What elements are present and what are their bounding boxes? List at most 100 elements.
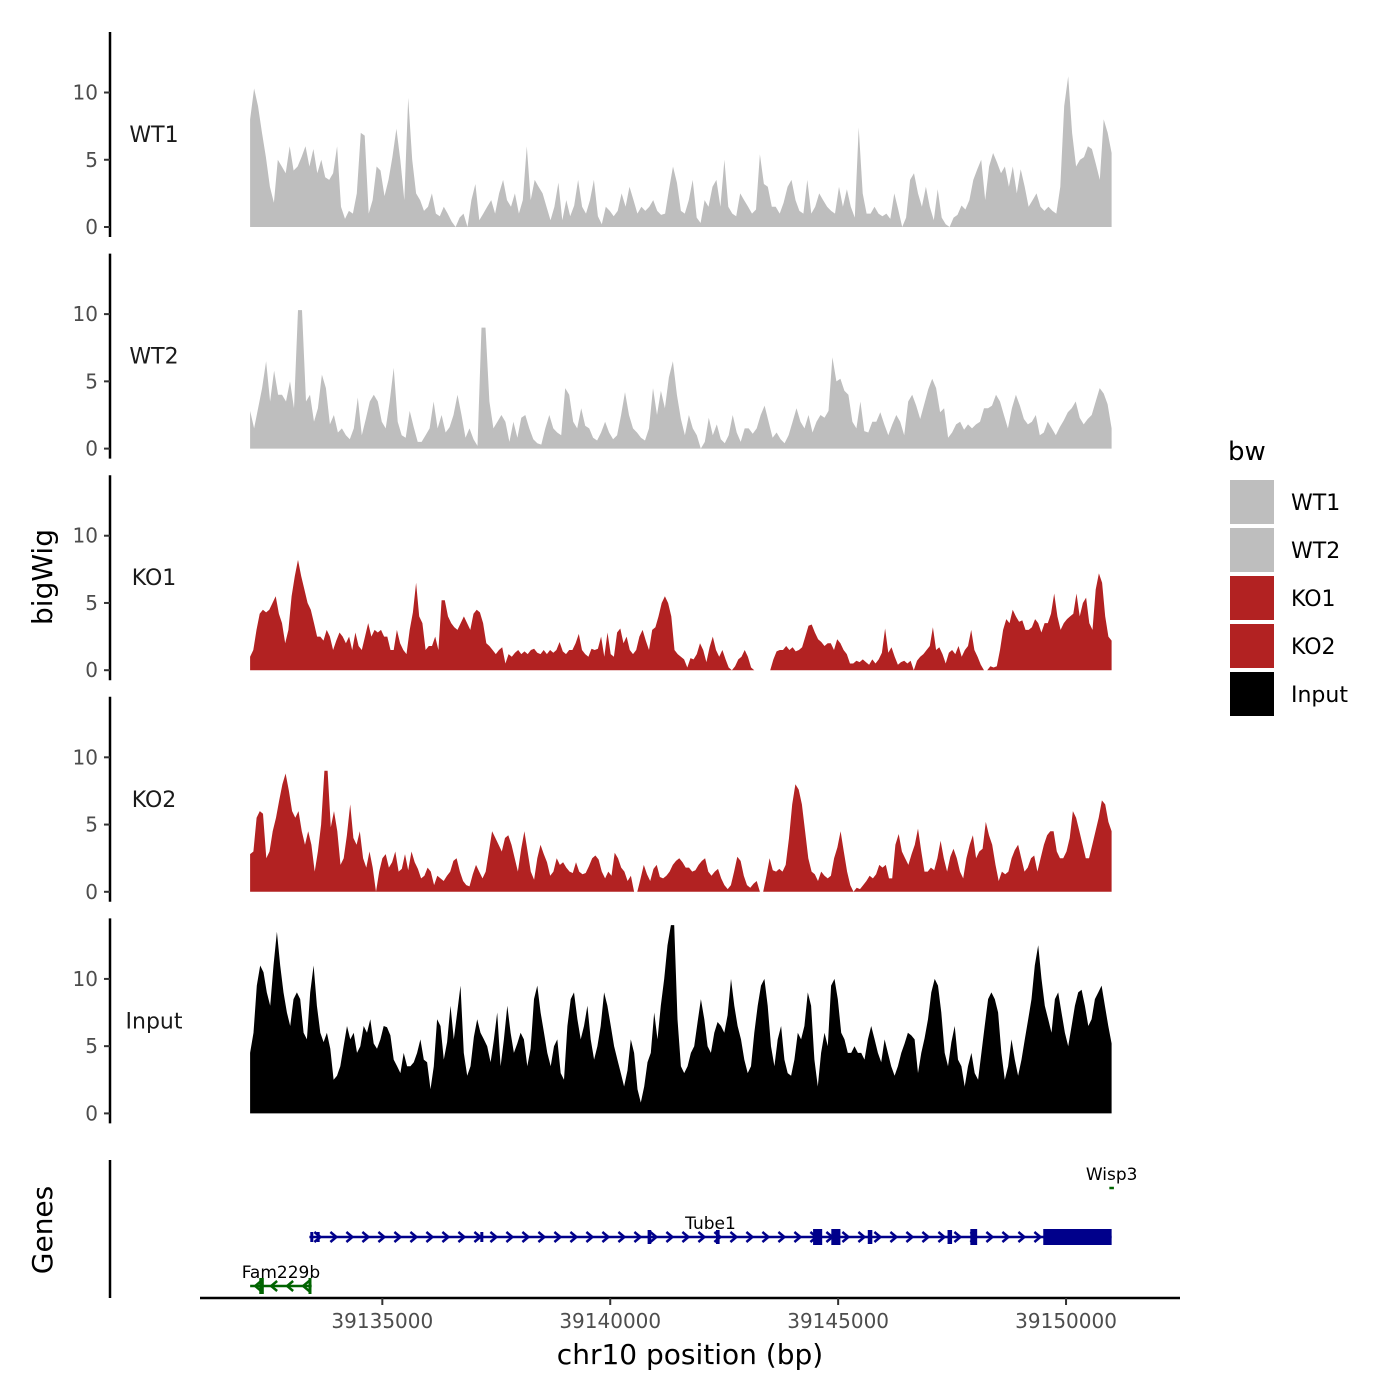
legend-label-wt2: WT2 — [1291, 539, 1340, 564]
legend-label-wt1: WT1 — [1291, 491, 1340, 516]
strand-arrow — [665, 1231, 675, 1243]
y-tick-label: 10 — [73, 967, 98, 991]
exon-block — [831, 1229, 841, 1245]
strand-arrow — [937, 1231, 947, 1243]
strand-arrow — [441, 1231, 451, 1243]
y-tick-label: 5 — [85, 591, 98, 615]
strand-arrow — [1017, 1231, 1027, 1243]
strand-arrow — [377, 1231, 387, 1243]
gene-fam229b: Fam229b — [242, 1263, 320, 1294]
strand-arrow — [889, 1231, 899, 1243]
track-ko2: 0 5 10 KO2 — [73, 696, 1112, 904]
strand-arrow — [985, 1231, 995, 1243]
strand-arrow — [633, 1231, 643, 1243]
legend-swatch-input — [1230, 672, 1274, 716]
strand-arrow — [1001, 1231, 1011, 1243]
track-label: KO2 — [132, 788, 177, 813]
legend-label-ko2: KO2 — [1291, 635, 1336, 660]
exon-block — [310, 1232, 314, 1242]
x-tick-label: 39150000 — [1015, 1309, 1117, 1333]
coverage-area-ko1 — [250, 559, 1112, 671]
x-axis-title: chr10 position (bp) — [557, 1338, 823, 1371]
strand-arrow — [269, 1280, 278, 1292]
y-tick-label: 0 — [85, 658, 98, 682]
gene-tube1: Tube1 — [309, 1214, 1112, 1245]
y-tick-label: 5 — [85, 148, 98, 172]
strand-arrow — [301, 1280, 310, 1292]
gene-label: Fam229b — [242, 1263, 320, 1283]
legend-label-input: Input — [1291, 683, 1348, 708]
strand-arrow — [585, 1231, 595, 1243]
strand-arrow — [761, 1231, 771, 1243]
y-tick-label: 5 — [85, 369, 98, 393]
strand-arrow — [953, 1231, 963, 1243]
exon-block — [715, 1230, 720, 1244]
exon-block — [970, 1229, 978, 1245]
y-tick-label: 5 — [85, 813, 98, 837]
legend-swatch-ko2 — [1230, 624, 1274, 668]
y-tick-label: 0 — [85, 437, 98, 461]
genes-track: Wisp3 Tube1 Fam229b — [108, 1160, 1137, 1298]
legend-label-ko1: KO1 — [1291, 587, 1336, 612]
coverage-area-wt2 — [250, 310, 1112, 449]
y-tick-label: 0 — [85, 880, 98, 904]
strand-arrow — [505, 1231, 515, 1243]
track-label: WT2 — [129, 345, 178, 370]
y-tick-label: 10 — [73, 81, 98, 105]
bigwig-tracks: 0 5 10 WT1 0 5 10 WT2 0 5 10 KO1 0 5 10 KO2 0 5 10 Input — [73, 32, 1112, 1125]
strand-arrow — [521, 1231, 531, 1243]
x-axis: 39135000 39140000 39145000 39150000 — [200, 1296, 1180, 1333]
strand-arrow — [777, 1231, 787, 1243]
strand-arrow — [313, 1231, 323, 1243]
x-tick-label: 39145000 — [787, 1309, 889, 1333]
strand-arrow — [617, 1231, 627, 1243]
y-axis-title: bigWig — [26, 529, 59, 625]
strand-arrow — [857, 1231, 867, 1243]
strand-arrow — [537, 1231, 547, 1243]
strand-arrow — [425, 1231, 435, 1243]
track-label: WT1 — [129, 123, 178, 148]
exon-block — [259, 1278, 264, 1294]
strand-arrow — [329, 1231, 339, 1243]
track-ko1: 0 5 10 KO1 — [73, 475, 1112, 682]
coverage-area-wt1 — [250, 76, 1112, 228]
strand-arrow — [457, 1231, 467, 1243]
x-tick-label: 39140000 — [559, 1309, 661, 1333]
gene-wisp3: Wisp3 — [1086, 1165, 1137, 1190]
exon-block — [647, 1230, 652, 1244]
strand-arrow — [569, 1231, 579, 1243]
track-wt1: 0 5 10 WT1 — [73, 32, 1112, 239]
strand-arrow — [285, 1280, 294, 1292]
strand-arrow — [345, 1231, 355, 1243]
track-label: Input — [126, 1009, 183, 1034]
strand-arrow — [393, 1231, 403, 1243]
exon-block — [316, 1232, 320, 1242]
exon-block — [813, 1229, 823, 1245]
strand-arrow — [729, 1231, 739, 1243]
x-tick-label: 39135000 — [331, 1309, 433, 1333]
strand-arrow — [793, 1231, 803, 1243]
exon-block — [308, 1278, 312, 1294]
genes-axis-title: Genes — [26, 1186, 59, 1274]
strand-arrow — [745, 1231, 755, 1243]
y-tick-label: 10 — [73, 524, 98, 548]
strand-arrow — [601, 1231, 611, 1243]
exon-block — [947, 1230, 953, 1244]
gene-label: Tube1 — [684, 1214, 736, 1234]
y-tick-label: 10 — [73, 745, 98, 769]
legend-swatch-wt1 — [1230, 480, 1274, 524]
strand-arrow — [649, 1231, 659, 1243]
strand-arrow — [841, 1231, 851, 1243]
exon-block — [867, 1230, 873, 1244]
track-wt2: 0 5 10 WT2 — [73, 253, 1112, 461]
strand-arrow — [409, 1231, 419, 1243]
strand-arrow — [1033, 1231, 1043, 1243]
strand-arrow — [681, 1231, 691, 1243]
strand-arrow — [361, 1231, 371, 1243]
coverage-area-ko2 — [250, 770, 1112, 892]
coverage-area-input — [250, 925, 1112, 1114]
legend-swatch-wt2 — [1230, 528, 1274, 572]
strand-arrow — [873, 1231, 883, 1243]
track-label: KO1 — [132, 566, 177, 591]
